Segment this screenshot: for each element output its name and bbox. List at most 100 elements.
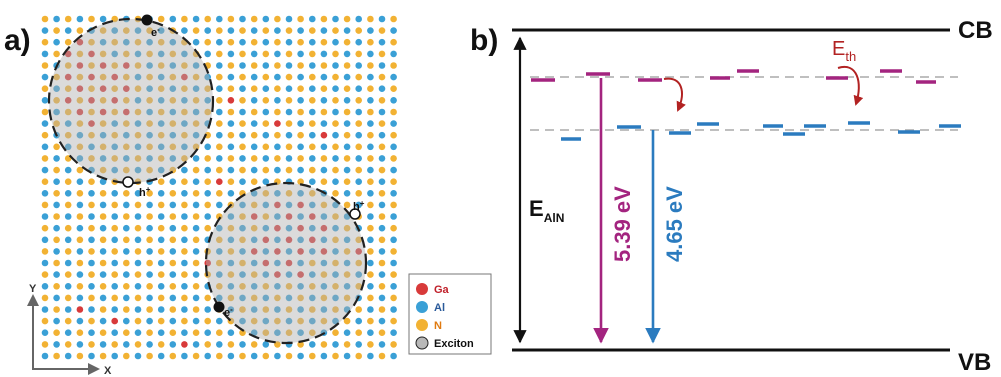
lattice-atom xyxy=(99,38,107,46)
lattice-atom xyxy=(76,248,84,255)
lattice-atom xyxy=(332,329,339,337)
lattice-atom xyxy=(146,108,153,116)
lattice-atom xyxy=(88,306,95,313)
lattice-atom xyxy=(146,166,153,174)
lattice-atom xyxy=(378,166,386,174)
lattice-atom xyxy=(99,27,107,34)
lattice-atom xyxy=(274,50,281,58)
lattice-atom xyxy=(41,50,49,58)
lattice-atom xyxy=(41,131,49,139)
lattice-atom xyxy=(99,85,107,92)
lattice-atom xyxy=(111,294,118,302)
lattice-atom xyxy=(146,306,153,313)
lattice-atom xyxy=(111,201,118,209)
lattice-atom xyxy=(250,317,258,325)
lattice-atom xyxy=(88,131,95,139)
lattice-atom xyxy=(134,259,142,267)
lattice-atom xyxy=(239,15,246,23)
lattice-atom xyxy=(76,306,84,313)
lattice-atom xyxy=(274,131,281,139)
lattice-atom xyxy=(192,201,200,209)
lattice-atom xyxy=(123,317,130,325)
lattice-atom xyxy=(390,352,397,360)
lattice-atom xyxy=(53,108,60,116)
lattice-atom xyxy=(146,155,153,162)
lattice-atom xyxy=(111,38,118,46)
lattice-atom xyxy=(53,248,60,255)
lattice-atom xyxy=(169,120,177,127)
lattice-atom xyxy=(99,190,107,197)
lattice-atom xyxy=(64,352,72,360)
lattice-atom xyxy=(169,248,177,255)
lattice-atom xyxy=(297,190,304,197)
lattice-atom xyxy=(53,341,60,348)
lattice-atom xyxy=(169,62,177,69)
lattice-atom xyxy=(146,271,153,278)
lattice-atom xyxy=(320,27,328,34)
lattice-atom xyxy=(146,120,153,127)
lattice-atom xyxy=(134,50,142,58)
lattice-atom xyxy=(227,62,235,69)
lattice-atom xyxy=(216,178,223,185)
lattice-atom xyxy=(343,120,351,127)
lattice-atom xyxy=(378,317,386,325)
lattice-atom xyxy=(41,352,49,360)
lattice-atom xyxy=(99,143,107,151)
lattice-atom xyxy=(134,190,142,197)
lattice-atom xyxy=(285,271,293,278)
lattice-atom xyxy=(309,85,316,92)
lattice-atom xyxy=(111,50,118,58)
lattice-atom xyxy=(41,38,49,46)
lattice-atom xyxy=(355,259,363,267)
lattice-atom xyxy=(309,213,316,220)
lattice-atom xyxy=(367,236,374,244)
lattice-atom xyxy=(274,73,281,81)
lattice-atom xyxy=(274,236,281,244)
lattice-atom xyxy=(285,143,293,151)
lattice-atom xyxy=(181,108,188,116)
lattice-atom xyxy=(378,190,386,197)
lattice-atom xyxy=(367,248,374,255)
lattice-atom xyxy=(88,271,95,278)
lattice-atom xyxy=(157,294,165,302)
lower-localized-states xyxy=(561,121,961,141)
lattice-atom xyxy=(378,294,386,302)
lattice-atom xyxy=(355,190,363,197)
lattice-atom xyxy=(343,294,351,302)
lattice-atom xyxy=(309,131,316,139)
lattice-atom xyxy=(181,73,188,81)
lattice-atom xyxy=(111,190,118,197)
lattice-atom xyxy=(355,236,363,244)
lattice-atom xyxy=(88,294,95,302)
lattice-atom xyxy=(367,73,374,81)
lattice-atom xyxy=(227,131,235,139)
lattice-atom xyxy=(157,271,165,278)
lattice-atom xyxy=(41,178,49,185)
lattice-atom xyxy=(192,352,200,360)
lattice-atom xyxy=(204,27,211,34)
lattice-atom xyxy=(204,166,211,174)
legend-swatch-al xyxy=(416,301,428,313)
lattice-atom xyxy=(181,97,188,104)
lattice-atom xyxy=(99,236,107,244)
lattice-atom xyxy=(88,329,95,337)
lattice-atom xyxy=(297,50,304,58)
lattice-atom xyxy=(320,248,328,255)
lattice-atom xyxy=(41,294,49,302)
lattice-atom xyxy=(274,248,281,255)
lattice-atom xyxy=(134,248,142,255)
lattice-atom xyxy=(204,155,211,162)
lattice-atom xyxy=(390,283,397,290)
lattice-atom xyxy=(204,213,211,220)
lattice-atom xyxy=(367,213,374,220)
lattice-atom xyxy=(367,329,374,337)
lattice-atom xyxy=(181,62,188,69)
lattice-atom xyxy=(216,201,223,209)
lattice-atom xyxy=(123,248,130,255)
lattice-atom xyxy=(367,143,374,151)
lattice-atom xyxy=(123,166,130,174)
lattice-atom xyxy=(227,85,235,92)
lattice-atom xyxy=(297,317,304,325)
lattice-atom xyxy=(157,108,165,116)
lattice-atom xyxy=(216,120,223,127)
